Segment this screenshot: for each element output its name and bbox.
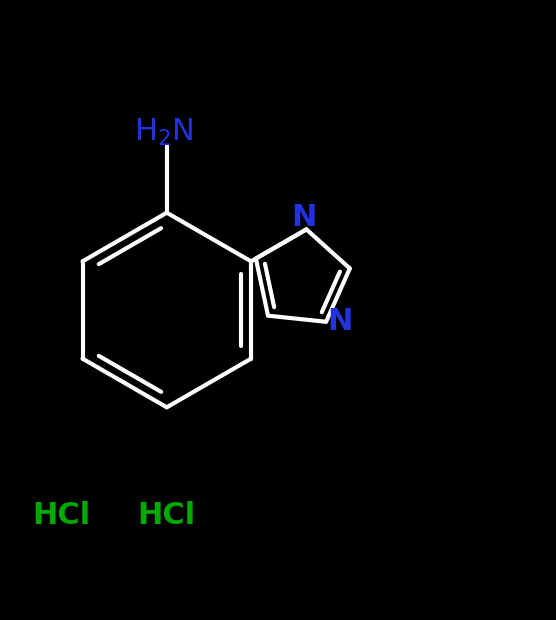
Text: N: N <box>327 308 353 336</box>
Text: N: N <box>291 203 316 232</box>
Text: HCl: HCl <box>32 501 90 530</box>
Text: $\mathrm{H_2N}$: $\mathrm{H_2N}$ <box>135 117 193 148</box>
Text: HCl: HCl <box>138 501 196 530</box>
